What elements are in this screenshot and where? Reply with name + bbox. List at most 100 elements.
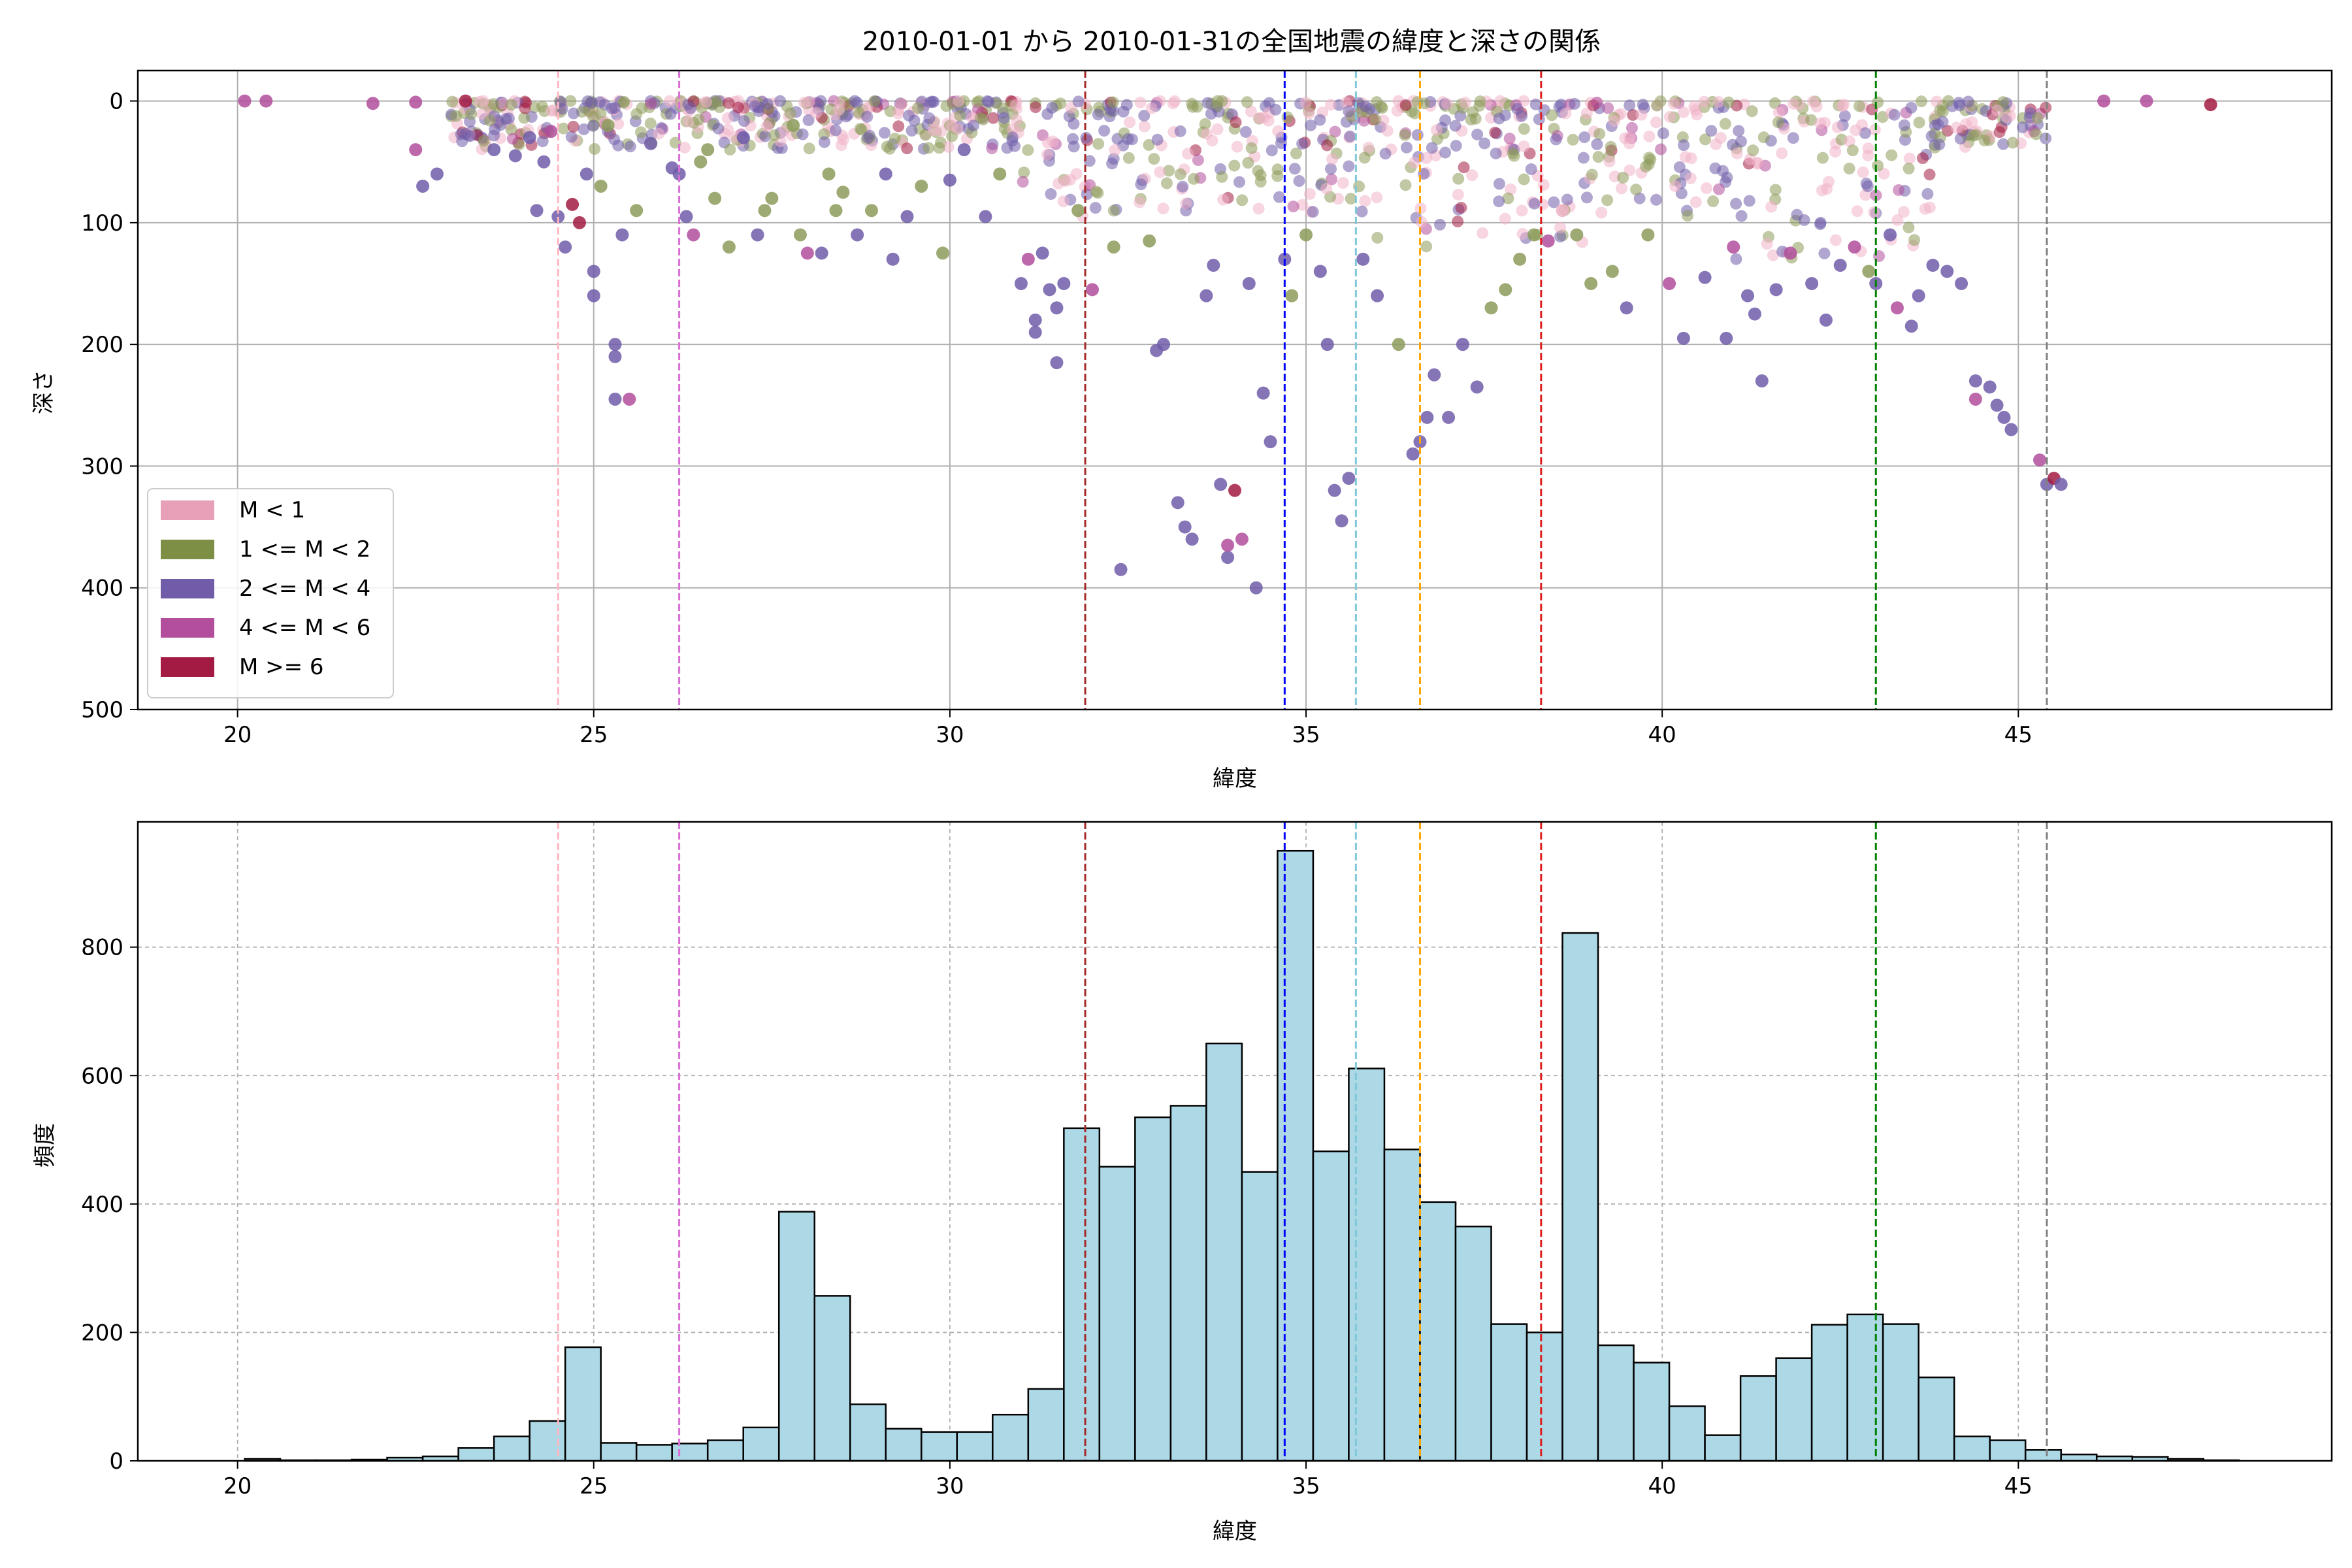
scatter-point — [758, 204, 772, 218]
scatter-point — [1328, 483, 1341, 497]
scatter-point — [580, 167, 593, 181]
scatter-point — [1968, 374, 1982, 388]
scatter-point — [1637, 99, 1649, 111]
scatter-point — [911, 102, 924, 114]
scatter-x-ticks: 20 25 30 35 40 45 — [223, 710, 2033, 748]
scatter-point — [1657, 127, 1669, 140]
scatter-point — [1057, 195, 1070, 208]
scatter-point — [1527, 228, 1541, 242]
scatter-point — [979, 210, 992, 223]
scatter-point — [1017, 176, 1029, 188]
scatter-point — [1903, 221, 1915, 234]
scatter-point — [565, 131, 578, 143]
scatter-point — [822, 167, 836, 181]
scatter-point — [581, 95, 594, 108]
scatter-point — [1072, 95, 1085, 108]
scatter-point — [1857, 166, 1869, 178]
scatter-point — [1890, 301, 1904, 315]
scatter-point — [623, 392, 636, 406]
scatter-point — [1107, 204, 1120, 217]
scatter-point — [1699, 133, 1712, 146]
histogram-reference-lines — [557, 822, 2048, 1461]
scatter-point — [1615, 182, 1627, 195]
scatter-point — [1471, 128, 1484, 140]
scatter-point — [489, 123, 501, 136]
scatter-point — [1430, 124, 1443, 137]
scatter-point — [1090, 186, 1102, 198]
scatter-x-tick-label: 45 — [2004, 722, 2033, 748]
scatter-point — [1978, 135, 1991, 147]
scatter-point — [1258, 112, 1270, 124]
scatter-point — [430, 167, 444, 181]
histogram-y-tick-label: 200 — [81, 1320, 123, 1346]
scatter-point — [1633, 192, 1646, 204]
scatter-point — [954, 109, 966, 122]
histogram-bar — [600, 1442, 638, 1462]
histogram-bar — [1739, 1375, 1777, 1462]
scatter-point — [761, 98, 774, 110]
scatter-point — [810, 106, 823, 119]
legend-swatch — [161, 618, 214, 638]
scatter-x-tick-label: 35 — [1292, 722, 1320, 748]
scatter-point — [1676, 331, 1690, 345]
scatter-point — [1178, 520, 1192, 534]
scatter-point — [1160, 177, 1173, 189]
scatter-point — [1342, 472, 1356, 485]
scatter-point — [1831, 121, 1844, 133]
scatter-point — [1201, 127, 1213, 140]
scatter-point — [1997, 96, 2009, 108]
scatter-point — [2040, 101, 2052, 114]
scatter-point — [1627, 108, 1639, 121]
scatter-point — [1411, 129, 1424, 141]
scatter-point — [587, 289, 600, 302]
scatter-point — [1851, 205, 1863, 218]
scatter-point — [1861, 180, 1874, 193]
scatter-point — [672, 167, 686, 181]
scatter-point — [1399, 129, 1411, 141]
scatter-point — [1063, 110, 1075, 123]
scatter-point — [1428, 368, 1441, 382]
scatter-reference-lines — [557, 71, 2048, 710]
scatter-point — [1426, 142, 1438, 154]
scatter-point — [1617, 171, 1629, 184]
scatter-y-axis-label: 深さ — [31, 370, 57, 414]
scatter-point — [530, 204, 544, 218]
scatter-point — [645, 97, 657, 110]
scatter-point — [1221, 551, 1235, 564]
histogram-bar — [1704, 1434, 1742, 1462]
scatter-point — [1870, 189, 1882, 201]
scatter-point — [1731, 147, 1743, 159]
scatter-point — [1154, 166, 1166, 178]
histogram-bar — [742, 1426, 780, 1462]
histogram-bar — [1063, 1127, 1101, 1462]
histogram-x-tick-label: 45 — [2004, 1473, 2033, 1499]
scatter-point — [1359, 100, 1371, 112]
scatter-point — [1379, 148, 1392, 160]
scatter-point — [1371, 191, 1383, 204]
scatter-point — [1359, 195, 1371, 207]
legend-label: M < 1 — [239, 497, 305, 523]
scatter-point — [1452, 172, 1465, 185]
scatter-point — [1722, 96, 1735, 108]
scatter-point — [518, 112, 531, 124]
scatter-point — [1650, 193, 1662, 206]
scatter-point — [694, 155, 708, 169]
scatter-point — [1231, 140, 1243, 153]
scatter-point — [1516, 204, 1528, 217]
scatter-point — [1458, 161, 1470, 174]
scatter-point — [1772, 106, 1785, 119]
scatter-point — [1605, 140, 1617, 153]
scatter-legend: M < 1 1 <= M < 2 2 <= M < 4 4 <= M < 6 M >= … — [147, 488, 394, 698]
scatter-point — [1371, 231, 1384, 244]
scatter-point — [1850, 124, 1862, 137]
scatter-point — [608, 133, 621, 146]
histogram-bar — [706, 1439, 744, 1462]
scatter-point — [951, 123, 964, 135]
scatter-point — [1439, 146, 1452, 159]
scatter-y-tick-label: 500 — [81, 697, 123, 723]
scatter-point — [1936, 105, 1949, 118]
scatter-point — [606, 102, 618, 114]
scatter-point — [2054, 478, 2068, 491]
legend-swatch — [161, 657, 214, 677]
scatter-point — [537, 155, 551, 169]
